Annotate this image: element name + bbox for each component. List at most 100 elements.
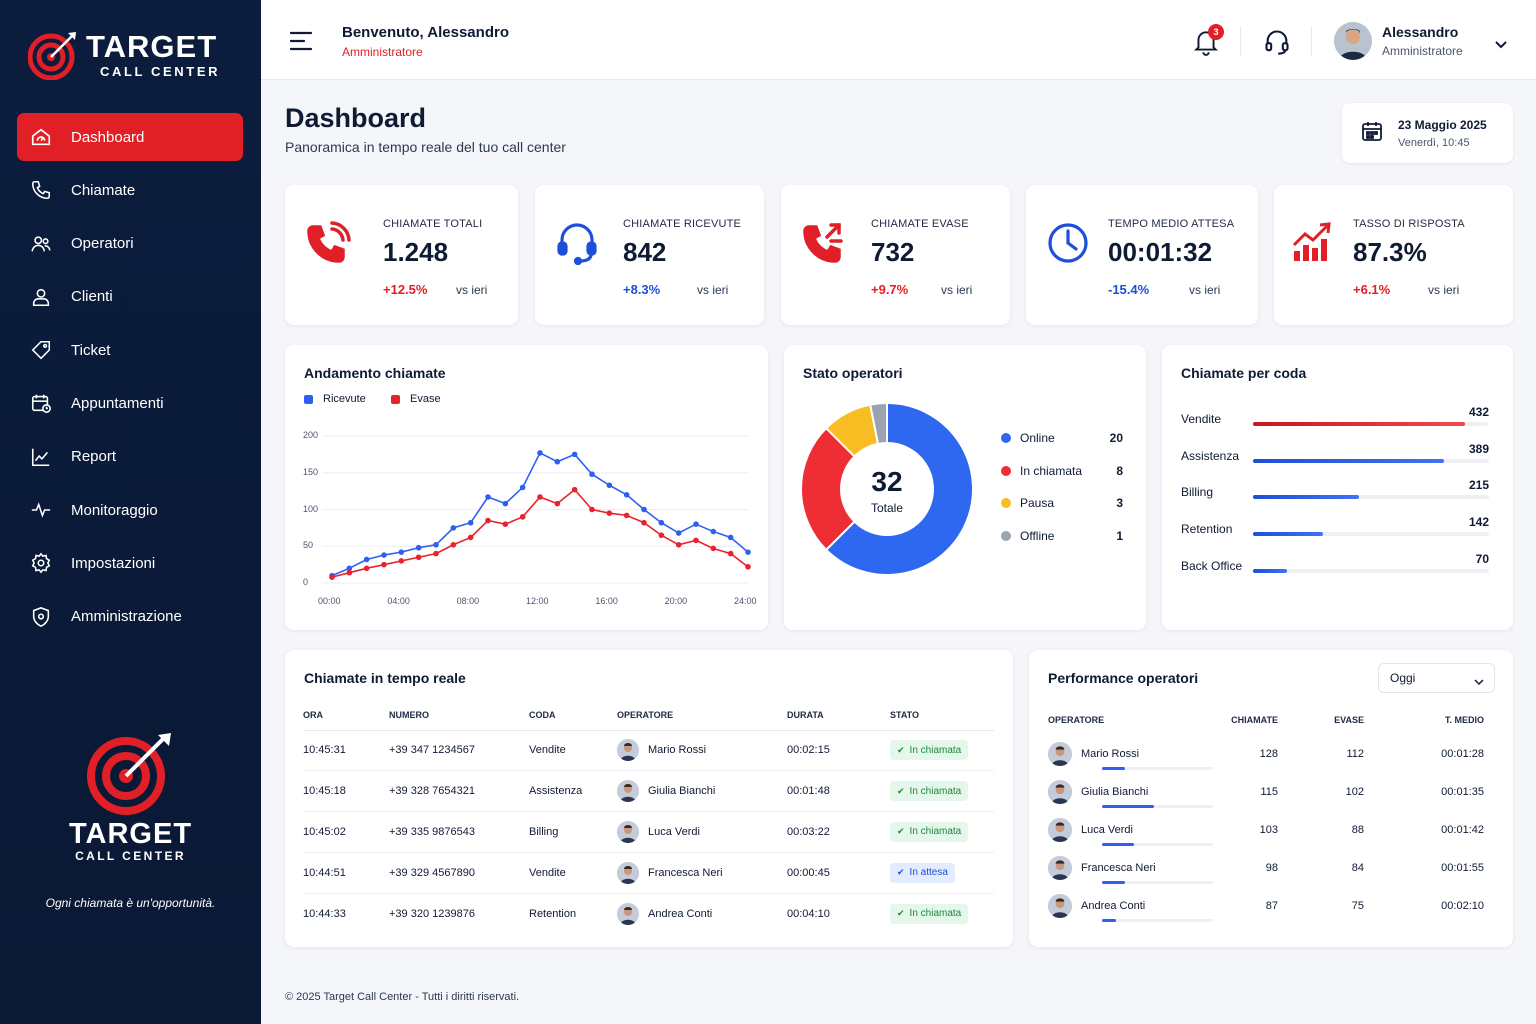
table-row[interactable]: Andrea Conti 87 75 00:02:10 xyxy=(1048,887,1484,925)
column-header[interactable]: DURATA xyxy=(787,700,890,731)
period-select[interactable]: Oggi xyxy=(1378,663,1495,693)
sidebar-item-impostazioni[interactable]: Impostazioni xyxy=(17,539,243,587)
sidebar-item-dashboard[interactable]: Dashboard xyxy=(17,113,243,161)
table-row[interactable]: 10:45:31 +39 347 1234567 Vendite Mario Ross… xyxy=(303,730,994,772)
sidebar-item-monitoraggio[interactable]: Monitoraggio xyxy=(17,486,243,534)
data-point[interactable] xyxy=(467,534,474,541)
column-header[interactable]: ORA xyxy=(303,700,389,731)
table-row[interactable]: 10:45:02 +39 335 9876543 Billing Luca Verdi… xyxy=(303,811,994,853)
table-row[interactable]: Francesca Neri 98 84 00:01:55 xyxy=(1048,849,1484,887)
data-point[interactable] xyxy=(450,541,457,548)
data-point[interactable] xyxy=(502,521,509,527)
user-menu[interactable]: Alessandro Amministratore xyxy=(1334,22,1463,60)
table-row[interactable]: 10:44:33 +39 320 1239876 Retention Andrea C… xyxy=(303,893,994,934)
column-header[interactable]: STATO xyxy=(890,700,994,731)
sidebar-item-operatori[interactable]: Operatori xyxy=(17,220,243,268)
column-header[interactable]: CHIAMATE xyxy=(1231,715,1278,725)
data-point[interactable] xyxy=(658,519,665,526)
cell-stato: ✔ In chiamata xyxy=(890,893,994,934)
column-header[interactable]: T. MEDIO xyxy=(1444,715,1484,725)
data-point[interactable] xyxy=(346,565,353,572)
data-point[interactable] xyxy=(485,517,491,524)
sidebar-item-report[interactable]: Report xyxy=(17,433,243,481)
column-header[interactable]: CODA xyxy=(529,700,617,731)
data-point[interactable] xyxy=(589,471,595,478)
cell-coda: Assistenza xyxy=(529,770,617,813)
legend-item-pausa[interactable]: Pausa 3 xyxy=(1001,496,1123,510)
data-point[interactable] xyxy=(519,514,526,520)
calls-value: 115 xyxy=(1260,786,1278,798)
data-point[interactable] xyxy=(554,458,561,465)
legend-item-ricevute[interactable]: Ricevute xyxy=(304,393,366,405)
table-row[interactable]: 10:45:18 +39 328 7654321 Assistenza Giulia … xyxy=(303,770,994,813)
column-header[interactable]: OPERATORE xyxy=(1048,715,1105,725)
data-point[interactable] xyxy=(363,556,370,563)
data-point[interactable] xyxy=(727,534,734,541)
data-point[interactable] xyxy=(329,574,335,580)
column-header[interactable]: NUMERO xyxy=(389,700,529,731)
data-point[interactable] xyxy=(745,549,751,555)
data-point[interactable] xyxy=(363,565,370,572)
data-point[interactable] xyxy=(398,558,405,564)
data-point[interactable] xyxy=(623,492,630,498)
data-point[interactable] xyxy=(571,451,578,458)
data-point[interactable] xyxy=(641,506,647,513)
data-point[interactable] xyxy=(710,545,717,552)
table-row[interactable]: Luca Verdi 103 88 00:01:42 xyxy=(1048,811,1484,849)
data-point[interactable] xyxy=(675,541,682,548)
y-tick-label: 100 xyxy=(303,503,319,514)
data-point[interactable] xyxy=(381,561,387,568)
data-point[interactable] xyxy=(398,549,405,555)
data-point[interactable] xyxy=(537,494,543,500)
data-point[interactable] xyxy=(606,510,613,516)
data-point[interactable] xyxy=(381,552,387,558)
data-point[interactable] xyxy=(502,500,509,507)
data-point[interactable] xyxy=(415,544,422,551)
donut-slice-online[interactable] xyxy=(824,401,973,576)
data-point[interactable] xyxy=(537,450,543,456)
data-point[interactable] xyxy=(623,512,630,519)
data-point[interactable] xyxy=(433,541,439,548)
data-point[interactable] xyxy=(450,525,457,531)
headset-icon[interactable] xyxy=(1263,28,1291,61)
donut-slice-offline[interactable] xyxy=(869,401,888,446)
date-display[interactable]: 23 Maggio 2025 Venerdì, 10:45 xyxy=(1342,103,1513,163)
data-point[interactable] xyxy=(571,486,578,493)
menu-icon[interactable] xyxy=(289,30,313,57)
legend-item-evase[interactable]: Evase xyxy=(391,393,441,405)
sidebar-item-ticket[interactable]: Ticket xyxy=(17,326,243,374)
table-row[interactable]: Giulia Bianchi 115 102 00:01:35 xyxy=(1048,773,1484,811)
sidebar-item-clienti[interactable]: Clienti xyxy=(17,273,243,321)
data-point[interactable] xyxy=(433,550,439,557)
data-point[interactable] xyxy=(485,494,491,500)
data-point[interactable] xyxy=(745,564,751,570)
chevron-down-icon[interactable] xyxy=(1495,36,1507,54)
data-point[interactable] xyxy=(467,519,474,526)
column-header[interactable]: OPERATORE xyxy=(617,700,787,731)
data-point[interactable] xyxy=(519,484,526,491)
column-header[interactable]: EVASE xyxy=(1334,715,1364,725)
data-point[interactable] xyxy=(658,532,665,539)
cell-stato: ✔ In chiamata xyxy=(890,730,994,772)
data-point[interactable] xyxy=(693,521,699,527)
data-point[interactable] xyxy=(606,482,613,489)
data-point[interactable] xyxy=(346,569,353,576)
legend-item-online[interactable]: Online 20 xyxy=(1001,431,1123,445)
brand-logo[interactable]: TARGET CALL CENTER xyxy=(28,30,220,80)
data-point[interactable] xyxy=(727,550,734,557)
data-point[interactable] xyxy=(554,500,561,507)
data-point[interactable] xyxy=(641,519,647,526)
legend-item-offline[interactable]: Offline 1 xyxy=(1001,529,1123,543)
donut-slice-in-chiamata[interactable] xyxy=(801,426,856,552)
sidebar-item-appuntamenti[interactable]: Appuntamenti xyxy=(17,379,243,427)
sidebar-item-amministrazione[interactable]: Amministrazione xyxy=(17,593,243,641)
table-row[interactable]: Mario Rossi 128 112 00:01:28 xyxy=(1048,735,1484,773)
table-row[interactable]: 10:44:51 +39 329 4567890 Vendite Francesca … xyxy=(303,852,994,894)
data-point[interactable] xyxy=(415,554,422,561)
data-point[interactable] xyxy=(710,528,717,535)
data-point[interactable] xyxy=(589,506,595,513)
sidebar-item-chiamate[interactable]: Chiamate xyxy=(17,166,243,214)
legend-item-in-chiamata[interactable]: In chiamata 8 xyxy=(1001,464,1123,478)
data-point[interactable] xyxy=(693,537,699,544)
data-point[interactable] xyxy=(675,530,682,536)
